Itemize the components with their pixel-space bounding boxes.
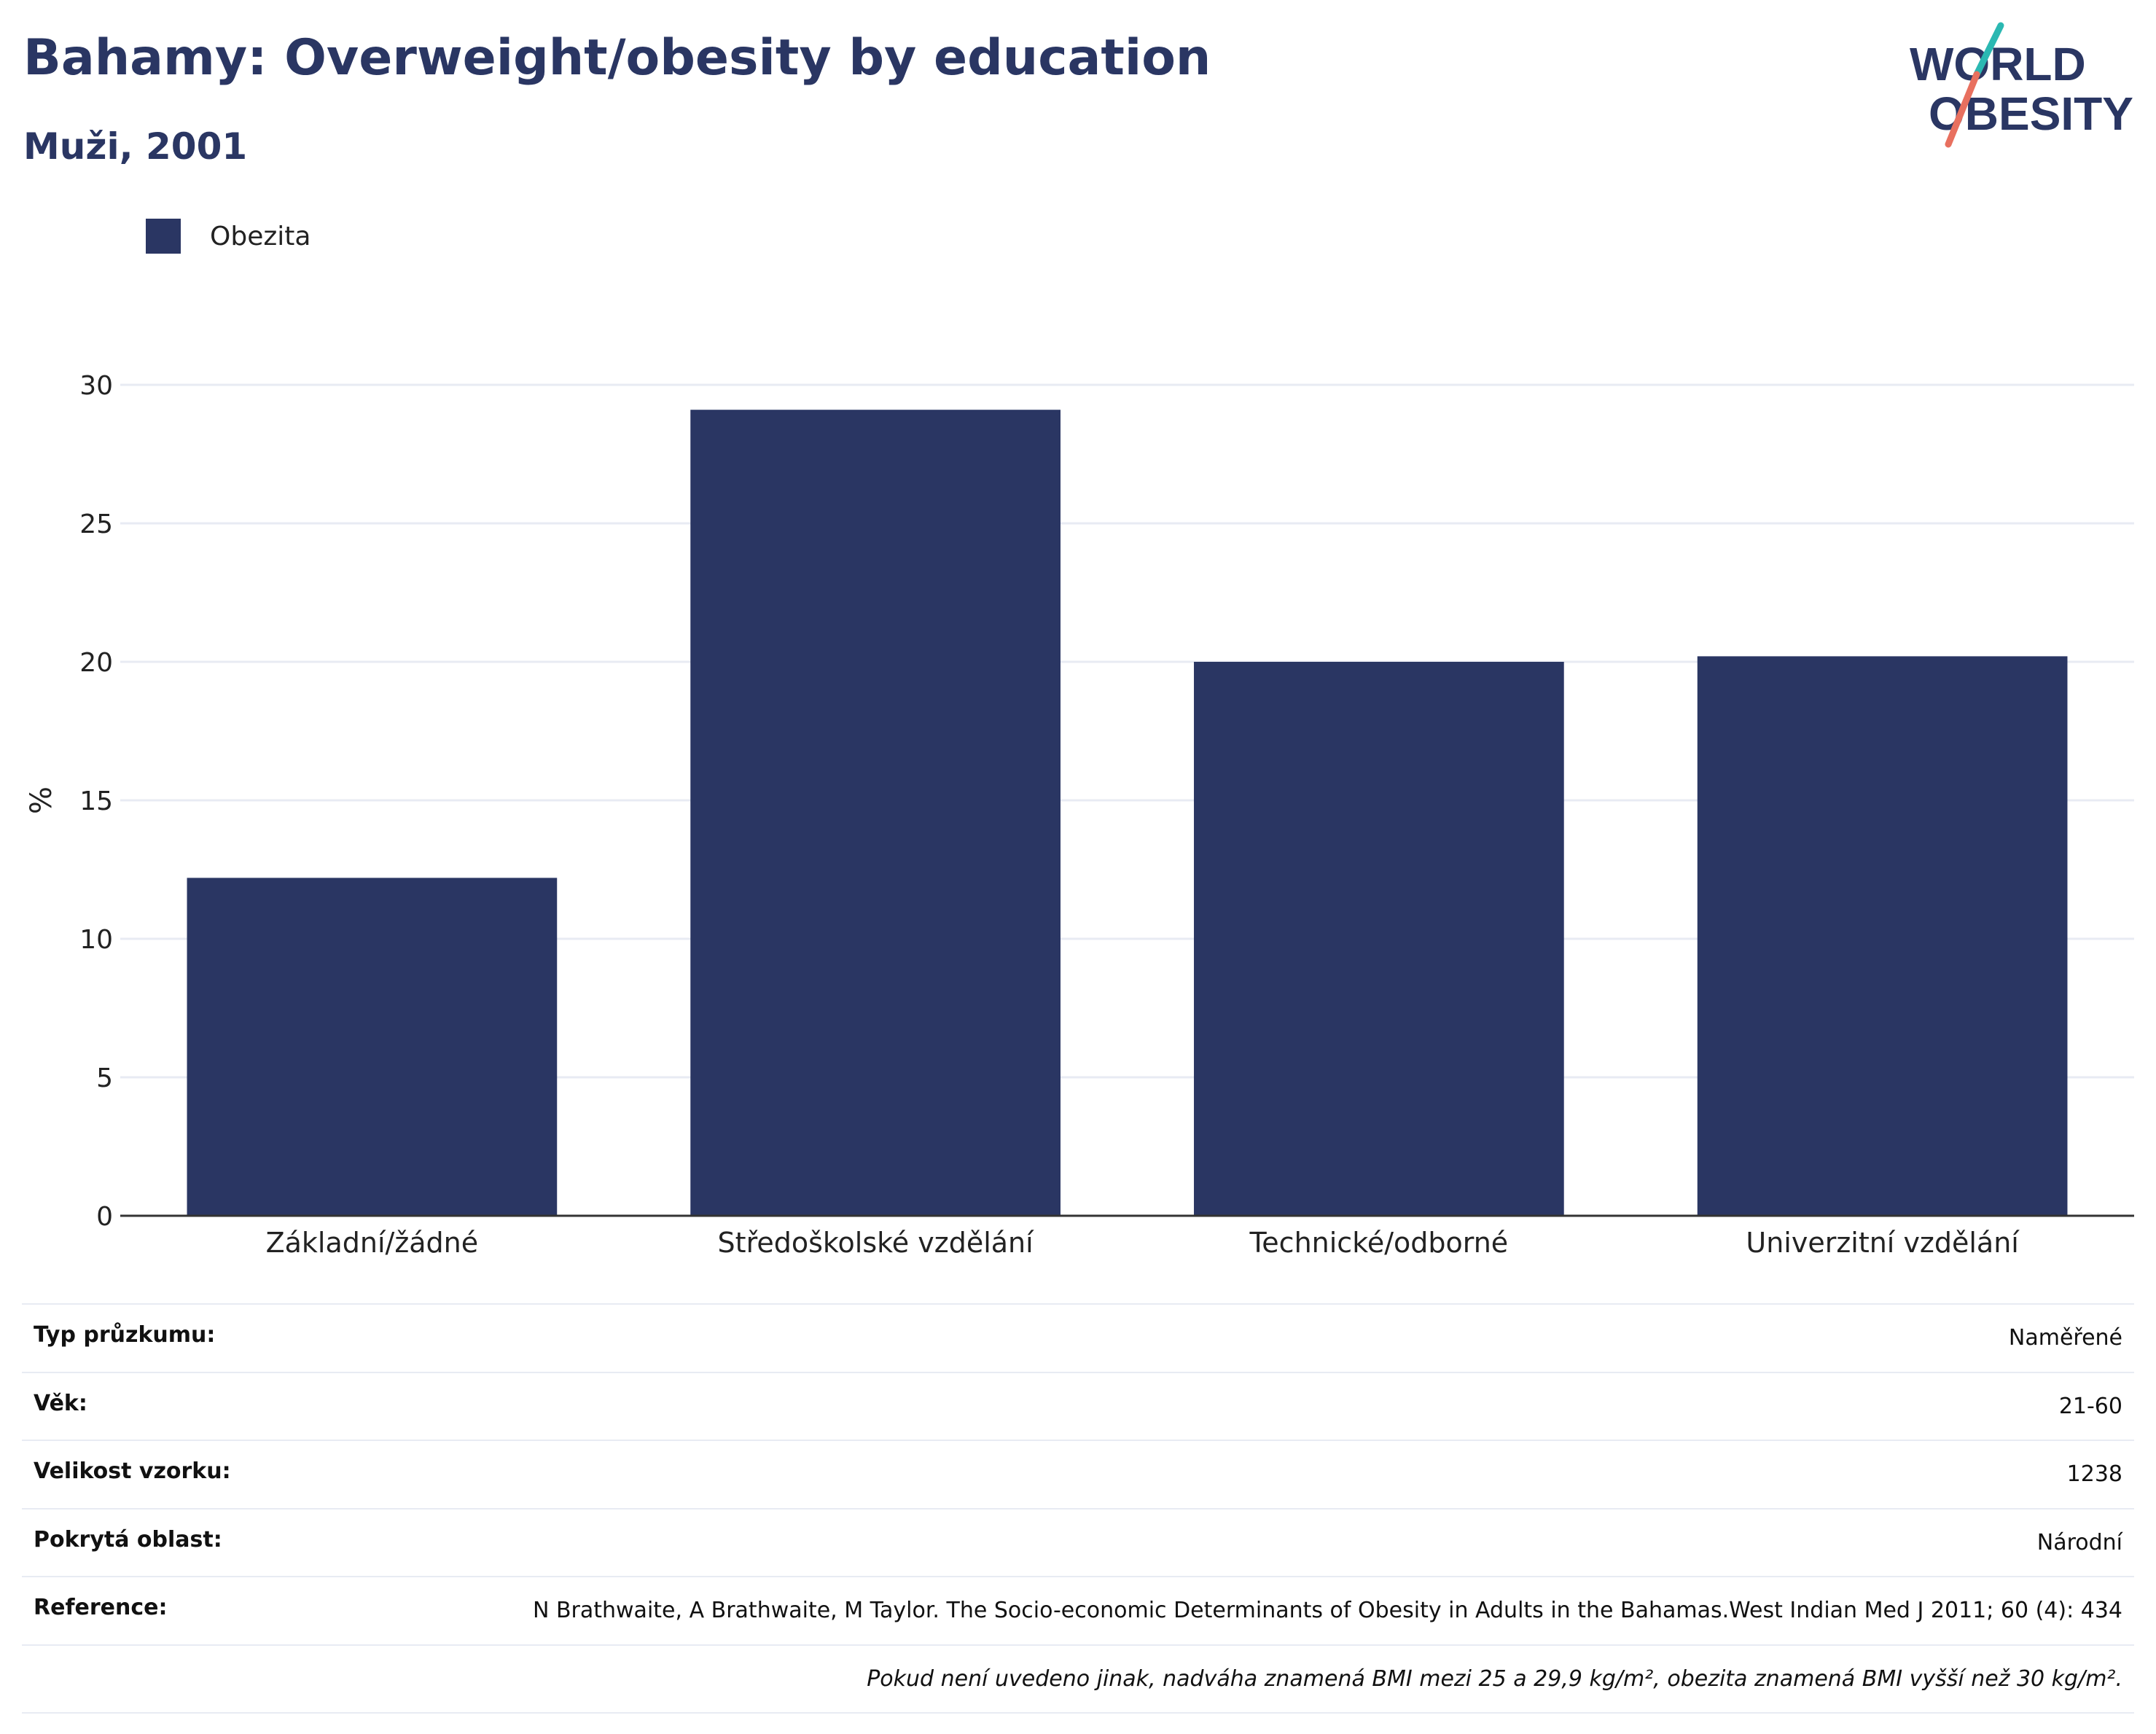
- logo-slash-teal: [1973, 22, 2004, 78]
- x-tick-label: Základní/žádné: [266, 1227, 479, 1259]
- y-tick-label: 0: [96, 1202, 113, 1232]
- meta-key: Věk:: [22, 1371, 395, 1440]
- bar: [1697, 656, 2068, 1216]
- footnote-row: Pokud není uvedeno jinak, nadváha znamen…: [22, 1644, 2134, 1713]
- meta-key: Reference:: [22, 1576, 395, 1645]
- table-row: Velikost vzorku: 1238: [22, 1440, 2134, 1509]
- y-tick-label: 15: [79, 786, 113, 816]
- bar: [690, 410, 1061, 1216]
- legend-swatch: [146, 219, 181, 254]
- x-tick-label: Univerzitní vzdělání: [1746, 1227, 2020, 1259]
- meta-value: 21-60: [395, 1371, 2134, 1440]
- y-tick-label: 10: [79, 925, 113, 955]
- meta-value: Naměřené: [395, 1303, 2134, 1372]
- logo-word-world: WORLD: [1910, 38, 2086, 90]
- x-tick-label: Středoškolské vzdělání: [718, 1227, 1035, 1259]
- bar: [1194, 662, 1564, 1216]
- page-subtitle: Muži, 2001: [23, 125, 248, 168]
- y-tick-label: 30: [79, 371, 113, 401]
- table-row: Typ průzkumu: Naměřené: [22, 1303, 2134, 1372]
- bar: [187, 878, 558, 1216]
- meta-value: N Brathwaite, A Brathwaite, M Taylor. Th…: [395, 1576, 2134, 1645]
- world-obesity-logo: WORLD OBESITY: [1910, 22, 2133, 148]
- bar-chart: 0 5 10 15 20 25 30% Základní/žádné Středoškolské…: [25, 371, 2134, 1259]
- y-tick-label: 25: [79, 509, 113, 539]
- meta-value: Národní: [395, 1507, 2134, 1577]
- table-row: Pokrytá oblast: Národní: [22, 1507, 2134, 1577]
- legend-label: Obezita: [210, 221, 311, 251]
- table-row: Reference: N Brathwaite, A Brathwaite, M…: [22, 1576, 2134, 1645]
- chart-legend: Obezita: [146, 219, 310, 254]
- meta-value: 1238: [395, 1440, 2134, 1509]
- survey-details-table: Typ průzkumu: Naměřené Věk: 21-60 Veliko…: [22, 1303, 2134, 1714]
- logo-slash-coral: [1945, 71, 1980, 148]
- page-title: Bahamy: Overweight/obesity by education: [23, 29, 1211, 87]
- table-row: Věk: 21-60: [22, 1371, 2134, 1440]
- y-tick-label: 5: [96, 1063, 113, 1093]
- x-tick-label: Technické/odborné: [1249, 1227, 1509, 1259]
- meta-key: Velikost vzorku:: [22, 1440, 395, 1509]
- y-tick-label: 20: [79, 648, 113, 678]
- meta-key: Pokrytá oblast:: [22, 1507, 395, 1577]
- footnote: Pokud není uvedeno jinak, nadváha znamen…: [22, 1644, 2134, 1713]
- y-axis-title: %: [25, 786, 58, 814]
- meta-key: Typ průzkumu:: [22, 1303, 395, 1372]
